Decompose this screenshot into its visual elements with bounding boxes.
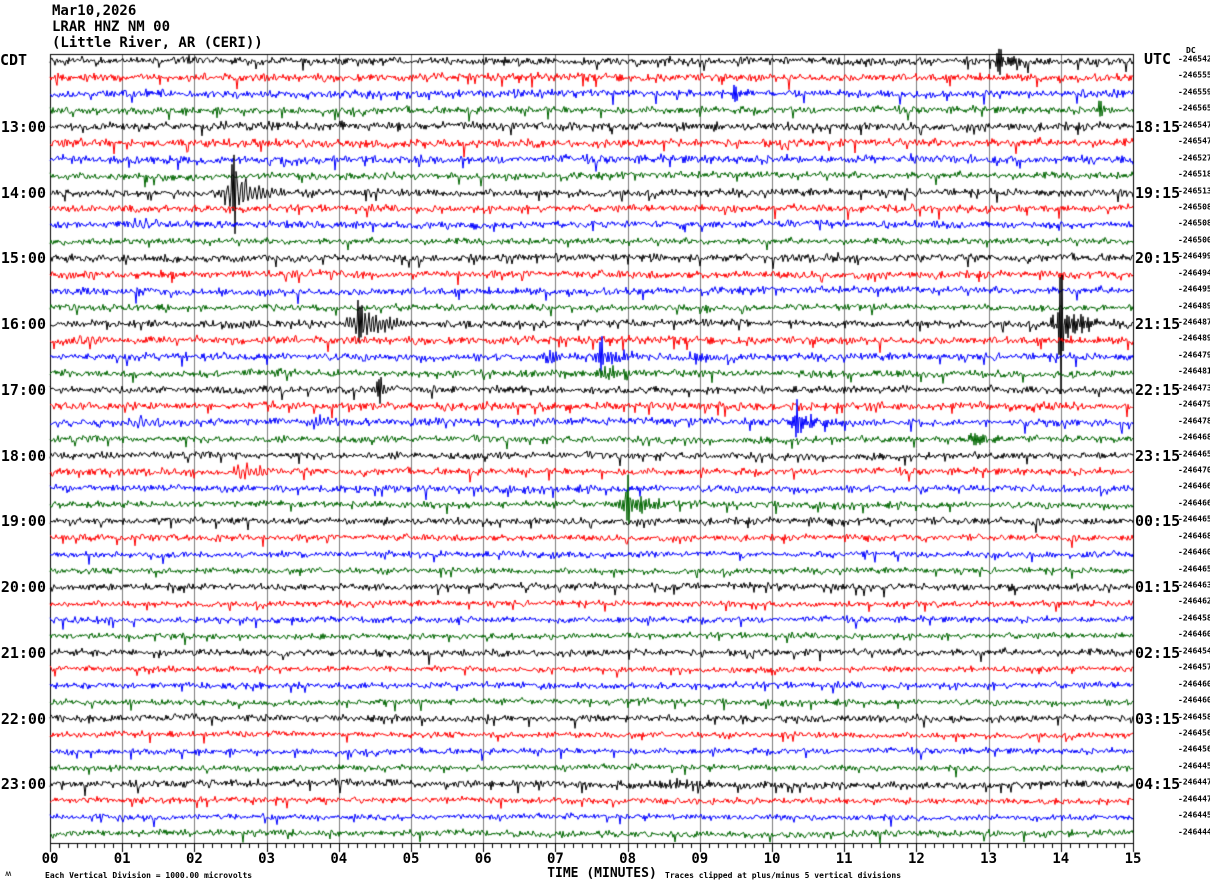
dc-offset-value: -246547 [1178,136,1210,146]
dc-offset-value: -246547 [1178,120,1210,130]
dc-offset-header: DC [1186,46,1196,55]
clipping-note: Traces clipped at plus/minus 5 vertical … [665,871,902,880]
right-hour-label: 02:15 [1135,643,1181,662]
dc-offset-value: -246473 [1178,383,1210,393]
left-hour-label: 23:00 [0,775,46,794]
dc-offset-value: -246466 [1178,498,1210,508]
left-hour-label: 15:00 [0,249,46,268]
x-tick-label: 01 [113,851,131,867]
dc-offset-value: -246463 [1178,580,1210,590]
x-tick-label: 05 [402,851,420,867]
right-hour-label: 20:15 [1135,249,1181,268]
dc-offset-value: -246542 [1178,54,1210,64]
dc-offset-value: -246460 [1178,695,1210,705]
title-location: (Little River, AR (CERI)) [52,35,263,51]
right-hour-label: 21:15 [1135,315,1181,333]
left-hour-label: 19:00 [0,512,46,531]
dc-offset-value: -246468 [1178,432,1210,442]
x-tick-label: 02 [185,851,203,867]
right-timezone-label: UTC [1144,50,1172,68]
dc-offset-value: -246458 [1178,613,1210,623]
x-tick-label: 13 [980,851,998,867]
dc-offset-value: -246465 [1178,564,1210,574]
dc-offset-value: -246460 [1178,679,1210,689]
x-tick-label: 12 [907,851,925,867]
dc-offset-value: -246478 [1178,416,1210,426]
dc-offset-value: -246458 [1178,712,1210,721]
dc-offset-value: -246495 [1178,284,1210,294]
dc-offset-value: -246489 [1178,333,1210,343]
dc-offset-value: -246456 [1178,744,1210,754]
scale-note: Each Vertical Division = 1000.00 microvo… [45,871,253,880]
right-hour-label: 19:15 [1135,183,1181,202]
x-tick-label: 07 [546,851,564,867]
dc-offset-value: -246445 [1178,810,1210,820]
dc-offset-value: -246565 [1178,103,1210,113]
x-tick-label: 03 [258,851,276,867]
title-date: Mar10,2026 [52,3,137,19]
dc-offset-value: -246447 [1178,794,1210,804]
x-tick-label: 10 [763,851,781,867]
dc-offset-value: -246559 [1178,87,1210,97]
x-tick-label: 08 [619,851,637,867]
dc-offset-value: -246500 [1178,235,1210,245]
dc-offset-value: -246468 [1178,531,1210,541]
title-station: LRAR HNZ NM 00 [52,19,171,35]
right-hour-label: 00:15 [1135,512,1181,531]
left-hour-label: 14:00 [0,183,46,202]
x-tick-label: 04 [330,851,348,867]
left-hour-label: 13:00 [0,117,46,136]
right-hour-label: 03:15 [1135,709,1181,728]
dc-offset-value: -246479 [1178,399,1210,409]
dc-offset-value: -246465 [1178,514,1210,524]
left-hour-label: 21:00 [0,643,46,662]
x-tick-label: 15 [1124,851,1142,867]
x-tick-label: 14 [1052,851,1070,867]
left-hour-label: 18:00 [0,446,46,465]
dc-offset-value: -246481 [1178,366,1210,376]
dc-offset-value: -246460 [1178,547,1210,557]
dc-offset-value: -246508 [1178,218,1210,228]
dc-offset-value: -246454 [1178,646,1210,656]
dc-offset-value: -246499 [1178,251,1210,261]
dc-offset-value: -246460 [1178,629,1210,639]
x-tick-label: 11 [835,851,853,867]
right-hour-label: 01:15 [1135,578,1181,596]
x-tick-label: 09 [691,851,709,867]
x-tick-label: 06 [474,851,492,867]
left-hour-label: 17:00 [0,380,46,399]
dc-offset-value: -246508 [1178,202,1210,212]
x-tick-label: 00 [41,851,59,867]
x-axis-title: TIME (MINUTES) [547,866,657,881]
right-hour-label: 23:15 [1135,446,1181,465]
dc-offset-value: -246527 [1178,153,1210,163]
dc-offset-value: -246462 [1178,596,1210,606]
right-hour-label: 04:15 [1135,775,1181,794]
corner-mark: ʍ [5,869,12,878]
dc-offset-value: -246456 [1178,728,1210,738]
left-hour-label: 20:00 [0,578,46,596]
dc-offset-value: -246466 [1178,481,1210,491]
left-hour-label: 22:00 [0,709,46,728]
left-timezone-label: CDT [0,51,28,69]
dc-offset-value: -246513 [1178,186,1210,195]
dc-offset-value: -246479 [1178,350,1210,360]
dc-offset-value: -246555 [1178,70,1210,80]
dc-offset-value: -246487 [1178,317,1210,327]
dc-offset-value: -246489 [1178,301,1210,311]
dc-offset-value: -246518 [1178,169,1210,179]
dc-offset-value: -246470 [1178,465,1210,475]
dc-offset-value: -246447 [1178,777,1210,787]
dc-offset-value: -246445 [1178,761,1210,771]
right-hour-label: 22:15 [1135,380,1181,399]
dc-offset-value: -246457 [1178,662,1210,672]
dc-offset-value: -246465 [1178,449,1210,458]
left-hour-label: 16:00 [0,315,46,333]
right-hour-label: 18:15 [1135,117,1181,136]
dc-offset-value: -246444 [1178,827,1210,837]
dc-offset-value: -246494 [1178,268,1210,278]
